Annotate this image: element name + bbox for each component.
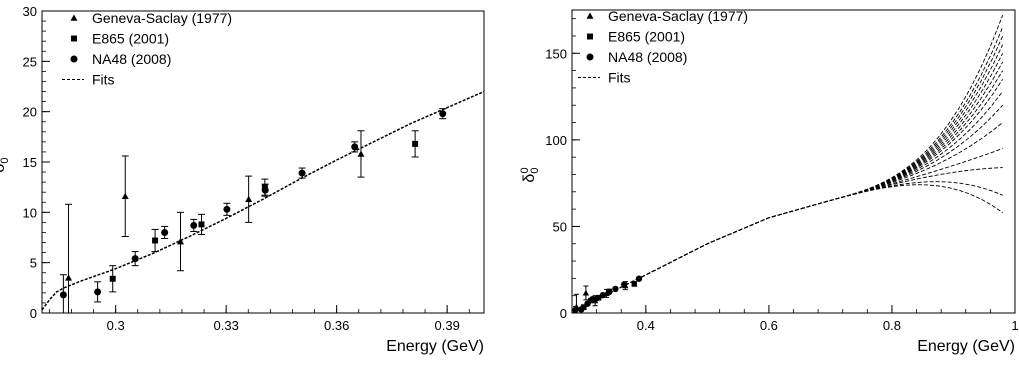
- data-point-square: [152, 237, 159, 244]
- data-point-circle: [584, 300, 591, 307]
- fit-curve: [572, 148, 1003, 313]
- data-point-triangle: [121, 192, 129, 200]
- x-axis-label: Energy (GeV): [386, 338, 484, 355]
- y-tick-label: 150: [545, 46, 567, 61]
- legend-label: NA48 (2008): [92, 51, 171, 67]
- legend-label: Geneva-Saclay (1977): [92, 10, 232, 26]
- fit-curve: [572, 184, 1003, 313]
- legend-marker-square: [71, 35, 77, 42]
- y-tick-label: 15: [23, 155, 37, 170]
- legend: Geneva-Saclay (1977) E865 (2001) NA48 (200…: [62, 10, 232, 88]
- data-point-circle: [572, 306, 579, 314]
- fit-curve: [572, 181, 1003, 313]
- data-point-circle: [612, 285, 619, 293]
- x-axis-label: Energy (GeV): [917, 338, 1015, 355]
- x-tick-label: 0.33: [214, 318, 239, 333]
- data-point-circle: [589, 295, 596, 303]
- data-point-circle: [621, 281, 628, 288]
- fit-curve: [572, 167, 1003, 313]
- y-tick-label: 0: [560, 306, 567, 321]
- x-tick-label: 0.36: [324, 318, 349, 333]
- y-tick-label: 25: [23, 54, 37, 69]
- data-point-square: [581, 304, 587, 310]
- data-point-circle: [223, 205, 231, 213]
- data-point-circle: [351, 143, 359, 151]
- legend-label: Fits: [92, 72, 115, 88]
- data-point-triangle: [245, 195, 253, 203]
- chart-panel-1: 0.3 0.33 0.36 0.39 0 5 10 15 20 25 30 Energy (GeV) δ…: [0, 4, 485, 355]
- data-point-square: [109, 275, 116, 282]
- x-tick-label: 0.39: [435, 318, 460, 333]
- legend-label: E865 (2001): [92, 31, 169, 47]
- legend-label: Fits: [608, 70, 631, 86]
- data-point-circle: [599, 291, 607, 299]
- data-point-triangle: [176, 238, 184, 245]
- data-point-triangle: [357, 150, 365, 157]
- fit-curve: [42, 90, 484, 311]
- data-point-square: [631, 281, 638, 287]
- y-tick-label: 30: [23, 4, 37, 19]
- data-point-square: [412, 140, 419, 147]
- data-point-circle: [594, 294, 601, 302]
- fit-curve: [572, 104, 1004, 313]
- y-tick-label: 20: [23, 105, 37, 120]
- data-point-circle: [131, 255, 139, 263]
- data-point-circle: [261, 186, 269, 194]
- x-tick-label: 0.4: [637, 318, 655, 333]
- y-axis-label: δ00: [0, 157, 11, 172]
- y-tick-label: 10: [23, 205, 37, 220]
- data-point-circle: [635, 275, 643, 282]
- legend: Geneva-Saclay (1977) E865 (2001) NA48 (200…: [578, 8, 748, 86]
- data-point-circle: [190, 221, 198, 229]
- legend-marker-square: [587, 33, 593, 40]
- data-point-circle: [94, 288, 102, 296]
- data-point-circle: [59, 291, 67, 299]
- x-tick-label: 0.3: [107, 318, 125, 333]
- y-tick-label: 50: [553, 219, 567, 234]
- fit-curve: [572, 27, 1004, 313]
- fit-curve: [572, 15, 1004, 313]
- legend-marker-circle: [586, 53, 594, 61]
- data-point-circle: [161, 228, 169, 236]
- data-point-square: [198, 221, 205, 228]
- data-point-circle: [298, 169, 306, 177]
- x-tick-label: 0.8: [883, 318, 901, 333]
- data-point-triangle: [582, 289, 590, 296]
- fit-curve: [572, 122, 1003, 313]
- x-tick-label: 0.6: [760, 318, 778, 333]
- x-tick-label: 1: [1011, 318, 1018, 333]
- y-tick-label: 0: [30, 306, 37, 321]
- legend-marker-triangle: [586, 12, 594, 19]
- data-point-circle: [606, 288, 613, 296]
- legend-label: E865 (2001): [608, 29, 685, 45]
- fit-curve: [572, 44, 1004, 313]
- fit-curve: [572, 53, 1004, 313]
- legend-marker-circle: [70, 55, 78, 63]
- data-point-circle: [439, 110, 447, 118]
- legend-label: Geneva-Saclay (1977): [608, 8, 748, 24]
- data-point-circle: [578, 306, 585, 313]
- y-tick-label: 100: [545, 133, 567, 148]
- legend-label: NA48 (2008): [608, 49, 687, 65]
- fit-curve: [572, 91, 1004, 313]
- data-point-triangle: [65, 274, 73, 281]
- y-tick-label: 5: [30, 256, 37, 271]
- chart-panel-2: 0.4 0.6 0.8 1 0 50 100 150 Energy (GeV) δ00 Geneva…: [519, 8, 1019, 355]
- fit-curve: [572, 61, 1004, 313]
- y-axis-label: δ00: [519, 167, 541, 182]
- legend-marker-triangle: [70, 14, 78, 21]
